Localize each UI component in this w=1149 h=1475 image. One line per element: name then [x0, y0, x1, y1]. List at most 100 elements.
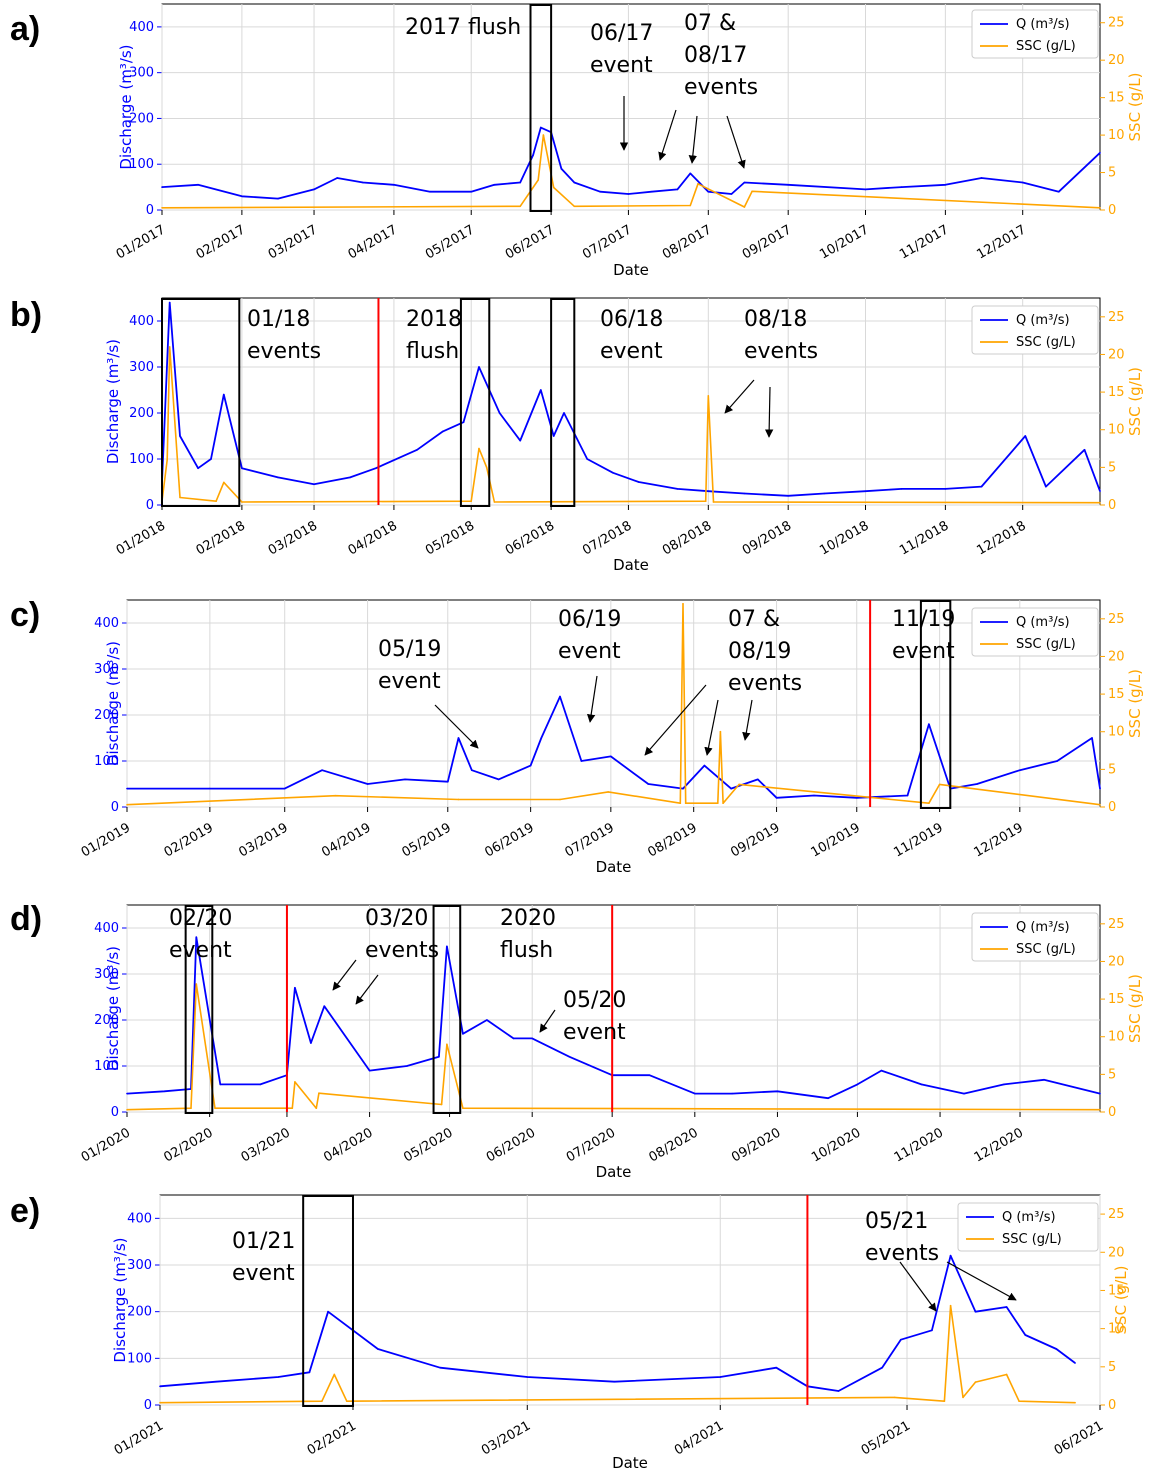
discharge-point	[438, 1056, 440, 1058]
discharge-point	[813, 794, 815, 797]
discharge-point	[563, 412, 565, 414]
x-tick-label: 08/2017	[660, 222, 714, 262]
y2-tick-label: 5	[1108, 1067, 1116, 1082]
discharge-point	[881, 1366, 883, 1369]
y2-tick-label: 15	[1108, 687, 1125, 702]
annotation-line: events	[865, 1241, 939, 1266]
ssc-point	[345, 1400, 348, 1402]
discharge-point	[1056, 760, 1059, 762]
annotation-arrow	[742, 699, 753, 741]
discharge-point	[1055, 1348, 1058, 1350]
y2-tick-label: 5	[1108, 1360, 1116, 1375]
legend-entry: SSC (g/L)	[1002, 1232, 1062, 1247]
discharge-point	[580, 760, 583, 762]
discharge-point	[168, 301, 171, 304]
y2-tick-label: 15	[1108, 91, 1125, 106]
discharge-point	[179, 435, 181, 437]
discharge-point	[730, 787, 732, 790]
annotation-line: flush	[406, 339, 459, 364]
x-tick-label: 04/2019	[319, 820, 373, 860]
plot-area	[126, 599, 1101, 808]
annotation-text: 05/20 event	[563, 988, 626, 1045]
discharge-point	[906, 794, 909, 797]
ssc-point	[607, 791, 609, 793]
y2-tick-label: 0	[1108, 800, 1116, 815]
y-tick-label: 300	[129, 360, 154, 375]
discharge-point	[493, 184, 496, 186]
annotation-line: event	[600, 339, 663, 364]
x-tick-label: 07/2017	[580, 222, 634, 262]
ssc-point	[719, 730, 722, 733]
panel-label: e)	[10, 1192, 40, 1230]
ssc-point	[179, 496, 181, 499]
ssc-point	[168, 346, 171, 348]
y2-tick-label: 5	[1108, 166, 1116, 181]
y2-tick-label: 20	[1108, 649, 1125, 664]
ssc-point	[195, 983, 198, 985]
annotation-text: 05/19 event	[378, 637, 441, 694]
discharge-point	[1099, 787, 1101, 790]
discharge-point	[519, 439, 521, 442]
annotation-line: events	[247, 339, 321, 364]
y2-axis-label: SSC (g/L)	[1126, 73, 1144, 142]
discharge-point	[210, 458, 212, 460]
event-box	[432, 905, 462, 1114]
ssc-point	[315, 1107, 318, 1110]
discharge-point	[366, 783, 369, 785]
y2-tick-label: 25	[1108, 612, 1125, 627]
y2-tick-label: 25	[1108, 310, 1125, 325]
annotation-text: 11/19 event	[892, 607, 955, 664]
legend-entry: Q (m³/s)	[1016, 615, 1070, 630]
discharge-point	[944, 184, 947, 186]
y2-tick-label: 15	[1108, 1283, 1125, 1298]
y-tick-label: 200	[94, 1013, 119, 1028]
x-tick-label: 05/2018	[423, 518, 477, 558]
panel-1: b) 0 100 200 300 400 0 5 10 15 20 25 01/2018 02/2018 0…	[10, 296, 1144, 574]
discharge-point	[757, 778, 759, 781]
ssc-point	[1018, 1400, 1020, 1402]
discharge-point	[928, 723, 930, 725]
discharge-point	[259, 1083, 262, 1086]
discharge-point	[470, 190, 473, 193]
discharge-point	[647, 783, 650, 785]
y-tick-label: 100	[94, 1059, 119, 1074]
x-tick-label: 09/2019	[728, 820, 782, 860]
y-tick-label: 300	[94, 662, 119, 677]
discharge-point	[161, 186, 163, 188]
legend-entry: SSC (g/L)	[1016, 39, 1076, 54]
y-tick-label: 200	[129, 406, 154, 421]
discharge-point	[775, 797, 778, 799]
discharge-point	[980, 485, 983, 488]
x-tick-label: 12/2017	[974, 222, 1028, 262]
discharge-point	[209, 787, 211, 790]
discharge-point	[540, 737, 543, 739]
plot-area	[161, 3, 1101, 211]
y-tick-label: 100	[129, 157, 154, 172]
y2-tick-label: 10	[1108, 1322, 1125, 1337]
discharge-point	[568, 1056, 571, 1058]
event-box	[529, 4, 553, 212]
x-tick-label: 06/2021	[1052, 1418, 1106, 1458]
ssc-point	[1099, 501, 1101, 504]
discharge-point	[310, 1042, 312, 1044]
x-tick-label: 02/2018	[194, 518, 248, 558]
discharge-point	[1003, 1083, 1005, 1086]
discharge-point	[163, 1090, 166, 1093]
y2-tick-label: 5	[1108, 460, 1116, 475]
discharge-point	[931, 1329, 933, 1332]
ssc-point	[689, 204, 692, 207]
ssc-point	[1099, 1108, 1101, 1111]
discharge-point	[627, 193, 630, 195]
annotation-text: 2020 flush	[500, 906, 556, 963]
ssc-point	[493, 501, 496, 503]
ssc-point	[126, 1108, 128, 1111]
ssc-point	[159, 1401, 161, 1404]
x-tick-label: 10/2017	[817, 222, 871, 262]
x-tick-label: 06/2017	[503, 222, 557, 262]
y-tick-label: 200	[129, 111, 154, 126]
x-tick-label: 01/2021	[112, 1418, 166, 1458]
event-box	[161, 298, 241, 507]
x-tick-label: 07/2018	[580, 518, 634, 558]
discharge-point	[1021, 181, 1024, 184]
annotation-line: events	[684, 75, 758, 100]
